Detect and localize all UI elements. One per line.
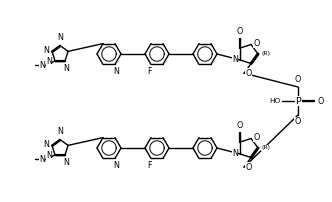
Text: O: O bbox=[246, 69, 252, 78]
Text: O: O bbox=[317, 97, 323, 105]
Text: (R): (R) bbox=[262, 145, 271, 150]
Text: N: N bbox=[39, 155, 45, 164]
Text: N: N bbox=[46, 57, 52, 66]
Text: N: N bbox=[113, 161, 119, 170]
Text: N: N bbox=[63, 64, 69, 73]
Text: N: N bbox=[232, 149, 238, 158]
Text: O: O bbox=[295, 118, 301, 126]
Text: O: O bbox=[295, 76, 301, 84]
Text: O: O bbox=[254, 39, 260, 48]
Text: N: N bbox=[113, 67, 119, 76]
Text: O: O bbox=[246, 163, 252, 172]
Text: N: N bbox=[232, 55, 238, 64]
Text: O: O bbox=[237, 121, 243, 130]
Text: F: F bbox=[148, 161, 152, 170]
Text: N: N bbox=[57, 34, 63, 42]
Text: N: N bbox=[57, 127, 63, 137]
Text: O: O bbox=[237, 27, 243, 36]
Text: N: N bbox=[39, 61, 45, 70]
Text: O: O bbox=[254, 133, 260, 142]
Text: N: N bbox=[46, 151, 52, 160]
Text: N: N bbox=[43, 46, 49, 55]
Text: N: N bbox=[63, 158, 69, 167]
Text: N: N bbox=[43, 140, 49, 149]
Text: HO: HO bbox=[269, 98, 280, 104]
Text: F: F bbox=[148, 67, 152, 76]
Text: (R): (R) bbox=[262, 52, 271, 57]
Text: P: P bbox=[295, 97, 301, 105]
